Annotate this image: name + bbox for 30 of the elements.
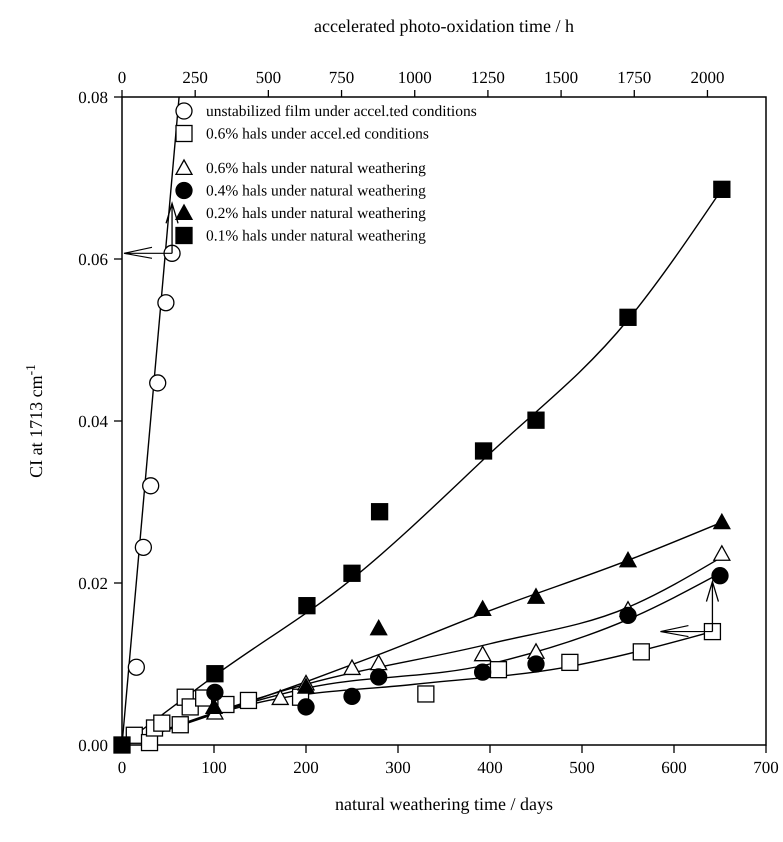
y-tick-label: 0.02 xyxy=(78,574,108,593)
y-tick-label: 0.08 xyxy=(78,88,108,107)
x-axis-title: natural weathering time / days xyxy=(335,794,553,814)
x2-tick-label: 750 xyxy=(328,68,354,87)
x2-tick-label: 1250 xyxy=(470,68,505,87)
y-tick-label: 0.06 xyxy=(78,250,108,269)
x-tick-label: 100 xyxy=(201,758,227,777)
x-tick-label: 600 xyxy=(661,758,687,777)
x2-tick-label: 500 xyxy=(256,68,282,87)
x2-tick-label: 1750 xyxy=(617,68,652,87)
x-tick-label: 200 xyxy=(293,758,319,777)
legend-label: 0.4% hals under natural weathering xyxy=(206,182,426,200)
x-tick-label: 300 xyxy=(385,758,411,777)
legend-label: 0.1% hals under natural weathering xyxy=(206,228,426,244)
x2-tick-label: 2000 xyxy=(690,68,724,87)
y-tick-label: 0.00 xyxy=(78,736,108,755)
legend-label: unstabilized film under accel.ted conditions xyxy=(206,103,477,120)
y-tick-label: 0.04 xyxy=(78,412,108,431)
x2-tick-label: 250 xyxy=(182,68,208,87)
legend-label: 0.2% hals under natural weathering xyxy=(206,205,426,222)
x2-tick-label: 0 xyxy=(118,68,126,87)
legend-label: 0.6% hals under natural weathering xyxy=(206,160,426,177)
legend-label: 0.6% hals under accel.ed conditions xyxy=(206,126,429,142)
x-tick-label: 0 xyxy=(118,758,126,777)
x-tick-label: 400 xyxy=(477,758,503,777)
x2-tick-label: 1500 xyxy=(544,68,578,87)
x2-axis-title: accelerated photo-oxidation time / h xyxy=(314,16,574,36)
x-tick-label: 700 xyxy=(753,758,779,777)
x-tick-label: 500 xyxy=(569,758,595,777)
x2-tick-label: 1000 xyxy=(398,68,432,87)
